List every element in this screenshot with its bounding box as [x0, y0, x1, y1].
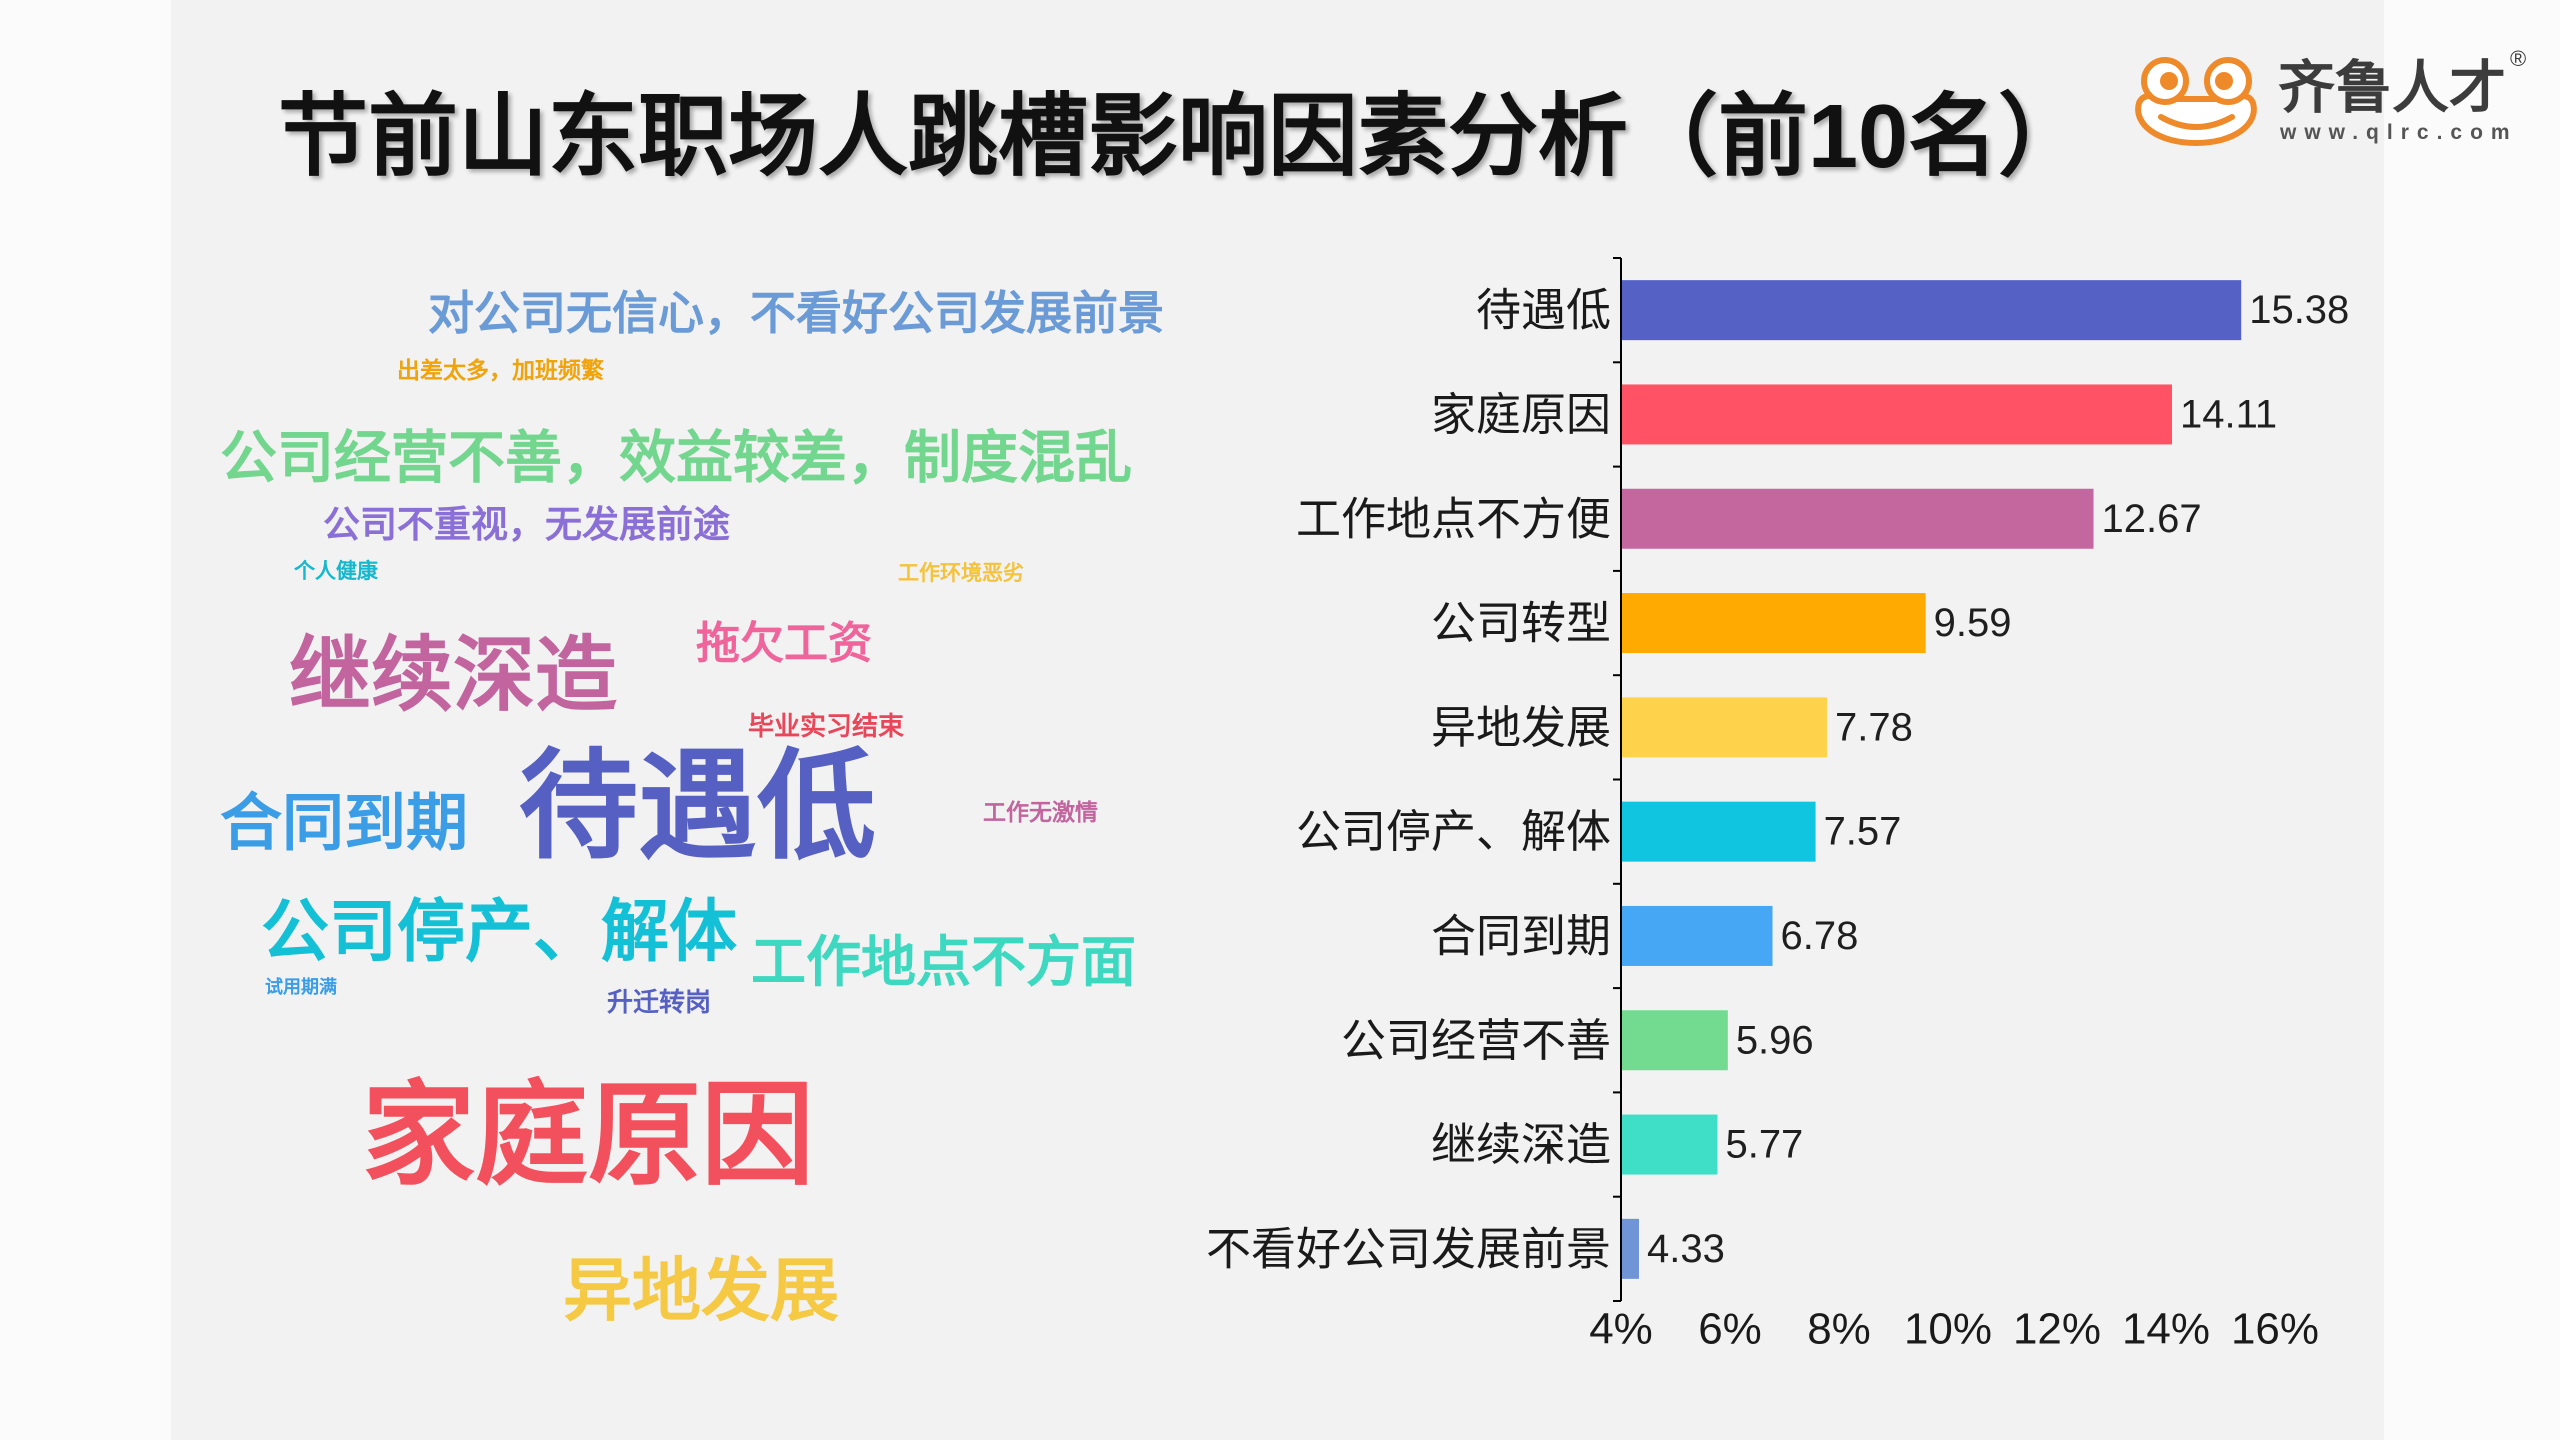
bar-4 — [1621, 697, 1828, 758]
word-cloud-term: 异地发展 — [563, 1252, 839, 1329]
x-tick-label-0: 4% — [1589, 1305, 1653, 1354]
value-label-3: 9.59 — [1934, 601, 2012, 645]
word-cloud-term: 出差太多，加班频繁 — [397, 357, 604, 383]
logo-name: 齐鲁人才 — [2278, 56, 2506, 120]
x-tick-label-1: 6% — [1698, 1305, 1762, 1354]
word-cloud-term: 拖欠工资 — [696, 619, 872, 668]
bar-8 — [1621, 1114, 1718, 1175]
category-label-4: 异地发展 — [1431, 702, 1611, 753]
bar-chart: 待遇低 15.38 家庭原因 14.11 工作地点不方便 12.67 公司转型 9.59 异地发… — [1206, 257, 2349, 1354]
bar-1 — [1621, 384, 2172, 445]
x-tick-label-3: 10% — [1904, 1305, 1992, 1354]
value-label-1: 14.11 — [2180, 392, 2277, 436]
word-cloud-term: 工作地点不方面 — [751, 931, 1137, 993]
bar-6 — [1621, 905, 1773, 966]
value-label-5: 7.57 — [1824, 810, 1902, 854]
x-tick-label-5: 14% — [2122, 1305, 2210, 1354]
word-cloud-term: 合同到期 — [220, 789, 469, 858]
value-label-6: 6.78 — [1781, 914, 1859, 958]
category-label-8: 继续深造 — [1431, 1119, 1611, 1170]
x-tick-label-4: 12% — [2013, 1305, 2101, 1354]
bar-9 — [1621, 1218, 1639, 1279]
slide-title: 节前山东职场人跳槽影响因素分析（前10名） — [278, 87, 2089, 187]
value-label-7: 5.96 — [1736, 1018, 1814, 1062]
value-label-2: 12.67 — [2102, 497, 2202, 541]
x-tick-label-6: 16% — [2231, 1305, 2319, 1354]
bar-5 — [1621, 801, 1816, 862]
bar-0 — [1621, 280, 2242, 341]
word-cloud-term: 公司停产、解体 — [261, 894, 738, 970]
background-panel — [171, 0, 2384, 1440]
word-cloud-term: 毕业实习结束 — [748, 711, 905, 741]
word-cloud-term: 公司不重视，无发展前途 — [323, 504, 730, 545]
category-label-7: 公司经营不善 — [1341, 1015, 1611, 1066]
bar-3 — [1621, 593, 1926, 654]
bar-7 — [1621, 1010, 1728, 1071]
value-label-8: 5.77 — [1725, 1123, 1803, 1167]
value-label-0: 15.38 — [2249, 288, 2349, 332]
value-label-9: 4.33 — [1647, 1227, 1725, 1271]
word-cloud-term: 工作无激情 — [983, 799, 1098, 825]
value-label-4: 7.78 — [1835, 705, 1913, 749]
category-label-3: 公司转型 — [1431, 598, 1611, 649]
word-cloud-term: 工作环境恶劣 — [898, 562, 1024, 585]
word-cloud-term: 家庭原因 — [362, 1072, 814, 1198]
word-cloud-term: 升迁转岗 — [607, 987, 712, 1017]
frog-logo-icon — [2135, 57, 2257, 146]
category-label-5: 公司停产、解体 — [1296, 806, 1611, 857]
bar-2 — [1621, 488, 2094, 549]
category-label-9: 不看好公司发展前景 — [1206, 1223, 1611, 1274]
registered-mark: ® — [2510, 46, 2527, 71]
logo-url: www.qlrc.com — [2280, 121, 2518, 144]
category-label-1: 家庭原因 — [1431, 389, 1611, 440]
word-cloud-term: 公司经营不善，效益较差，制度混乱 — [220, 426, 1132, 490]
category-label-2: 工作地点不方便 — [1296, 493, 1611, 544]
category-label-0: 待遇低 — [1476, 285, 1611, 336]
word-cloud-term: 对公司无信心，不看好公司发展前景 — [428, 287, 1164, 339]
word-cloud: 对公司无信心，不看好公司发展前景 出差太多，加班频繁 公司经营不善，效益较差，制… — [0, 0, 1200, 1440]
word-cloud-term: 继续深造 — [289, 630, 618, 721]
word-cloud-term: 试用期满 — [265, 977, 337, 997]
category-label-6: 合同到期 — [1431, 910, 1611, 961]
word-cloud-term: 待遇低 — [519, 740, 876, 873]
word-cloud-term: 个人健康 — [294, 560, 378, 583]
x-tick-label-2: 8% — [1807, 1305, 1871, 1354]
